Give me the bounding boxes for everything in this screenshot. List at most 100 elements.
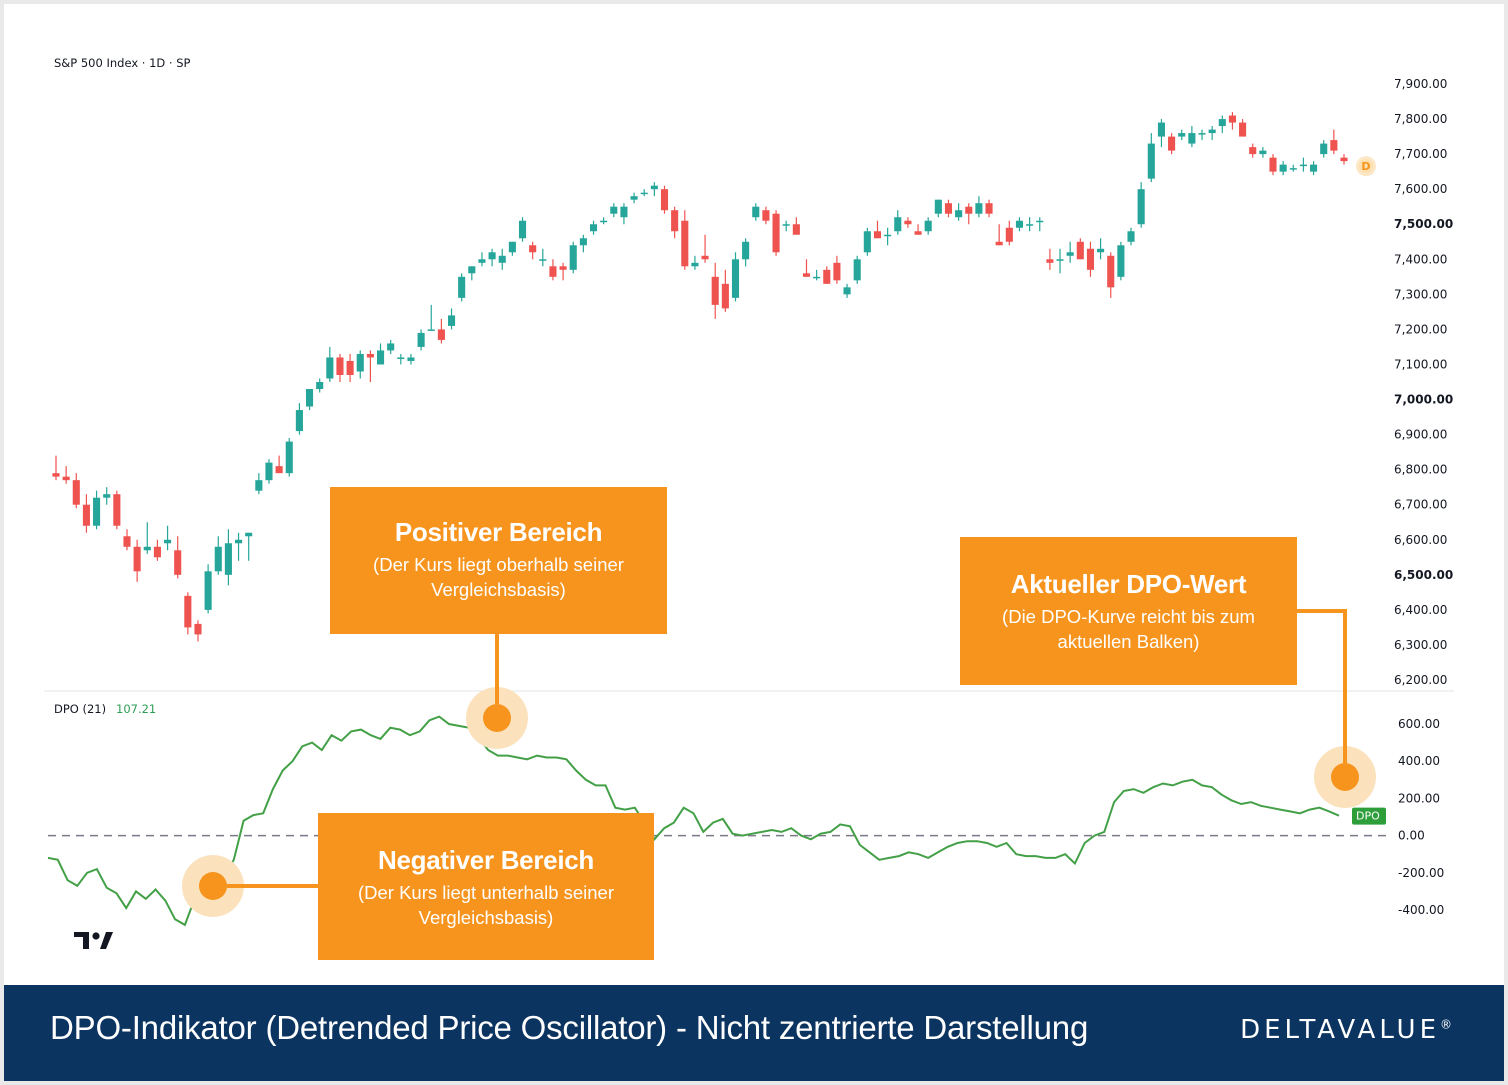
candle xyxy=(1198,129,1206,141)
candle-body xyxy=(1117,245,1125,277)
candle xyxy=(224,529,232,586)
candle-body xyxy=(549,266,557,277)
candle xyxy=(863,227,871,256)
tradingview-logo-icon xyxy=(74,932,113,949)
callout-negative: Negativer Bereich (Der Kurs liegt unterh… xyxy=(318,813,654,960)
candle xyxy=(366,350,374,382)
positive-highlight-dot xyxy=(483,704,511,732)
candle xyxy=(508,241,516,256)
candle xyxy=(660,185,669,214)
candle xyxy=(914,224,922,235)
candle xyxy=(671,206,679,239)
candle-body xyxy=(1026,224,1034,226)
candle xyxy=(397,353,405,365)
candle xyxy=(255,473,263,495)
candle-body xyxy=(711,276,719,305)
candle xyxy=(407,353,415,365)
candle-body xyxy=(1157,122,1165,137)
candle xyxy=(539,248,547,267)
candle xyxy=(600,217,608,225)
candle-body xyxy=(123,536,131,547)
candlestick-series xyxy=(52,112,1348,642)
callout-positive-title: Positiver Bereich xyxy=(394,517,603,547)
candle-body xyxy=(316,382,324,390)
current-connector xyxy=(1296,609,1347,763)
price-tick-label: 7,500.00 xyxy=(1394,217,1453,231)
candle-body xyxy=(752,206,760,218)
candle-body xyxy=(478,259,486,263)
callout-positive: Positiver Bereich (Der Kurs liegt oberha… xyxy=(330,487,667,634)
candle xyxy=(1228,112,1236,130)
deltavalue-logo: DELTAVALUE® xyxy=(1240,1015,1452,1045)
candle xyxy=(589,220,598,235)
candle-body xyxy=(397,357,405,359)
candle-body xyxy=(1279,164,1287,172)
candle-body xyxy=(468,266,476,274)
candle-body xyxy=(336,357,344,375)
candle-body xyxy=(660,189,669,211)
dpo-line xyxy=(47,715,1340,927)
candle-body xyxy=(326,357,334,379)
candle xyxy=(194,620,202,642)
candle xyxy=(1168,133,1176,155)
candle-body xyxy=(1046,259,1054,263)
chart-canvas[interactable]: 7,900.00 7,800.00 7,700.00 7,600.00 7,500.00… xyxy=(4,4,1504,985)
candle-body xyxy=(1289,168,1297,170)
candle xyxy=(1239,119,1247,137)
candle-body xyxy=(1259,150,1267,155)
candle xyxy=(123,529,131,551)
candle xyxy=(894,210,902,235)
candle xyxy=(1310,161,1318,176)
candle-body xyxy=(742,241,750,260)
candle-body xyxy=(579,238,587,246)
symbol-label: S&P 500 Index · 1D · SP xyxy=(54,56,191,70)
candle-body xyxy=(589,224,598,232)
current-highlight-dot xyxy=(1331,763,1359,791)
candle-body xyxy=(914,231,922,235)
candle-body xyxy=(366,353,374,358)
candle-body xyxy=(721,283,729,309)
candle-body xyxy=(934,199,942,214)
candle-body xyxy=(153,546,161,558)
candle-body xyxy=(1228,115,1236,123)
candle xyxy=(518,217,527,242)
candle-body xyxy=(224,543,232,575)
candle-body xyxy=(884,234,892,237)
candle xyxy=(1066,241,1074,263)
candle xyxy=(579,234,587,253)
candle-body xyxy=(1097,248,1105,253)
candle-body xyxy=(72,480,80,505)
dpo-badge-text: DPO xyxy=(1356,810,1380,823)
candle-body xyxy=(356,353,364,372)
candle-body xyxy=(529,245,537,253)
candle-body xyxy=(93,497,101,526)
price-tick-label: 6,400.00 xyxy=(1394,603,1447,617)
price-tick-label: 6,700.00 xyxy=(1394,498,1447,512)
candle xyxy=(1178,129,1186,141)
candle-body xyxy=(498,255,506,263)
callout-current: Aktueller DPO-Wert (Die DPO-Kurve reicht… xyxy=(960,537,1297,685)
candle-body xyxy=(447,315,456,326)
candle xyxy=(843,283,851,298)
candle-body xyxy=(1320,143,1328,155)
annotations xyxy=(182,609,1376,917)
candle-body xyxy=(1147,143,1155,179)
candle xyxy=(143,522,151,554)
candle-body xyxy=(731,259,740,298)
candle xyxy=(275,455,283,474)
candle xyxy=(529,241,537,260)
candle-body xyxy=(569,245,577,270)
candle-body xyxy=(1299,164,1307,167)
candle xyxy=(1208,126,1216,141)
callout-negative-subtitle: (Der Kurs liegt unterhalb seiner Verglei… xyxy=(357,882,615,928)
candle-body xyxy=(701,255,709,260)
candle xyxy=(792,217,800,235)
candle xyxy=(1289,164,1297,172)
candle-body xyxy=(103,494,111,498)
candle xyxy=(1117,241,1125,281)
candle-body xyxy=(174,550,182,575)
candle xyxy=(752,203,760,221)
candle xyxy=(1147,133,1155,183)
last-price-marker: D xyxy=(1356,156,1376,177)
candle-body xyxy=(1056,259,1064,261)
